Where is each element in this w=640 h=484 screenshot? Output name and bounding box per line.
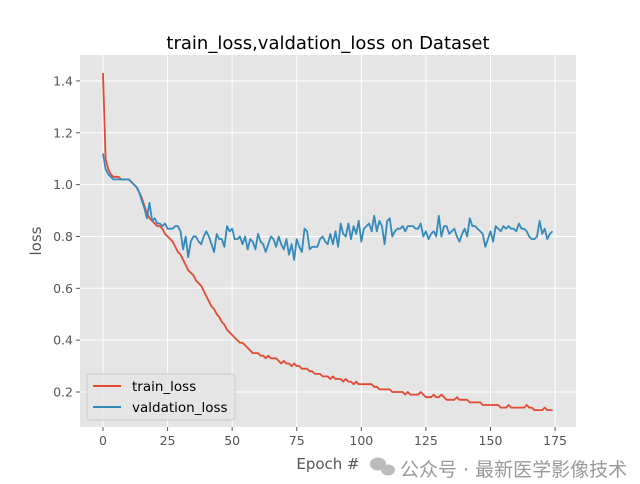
- y-ticks: 0.2 0.4 0.6 0.8 1.0 1.2 1.4: [53, 73, 80, 400]
- x-tick-label: 150: [479, 433, 503, 448]
- y-tick-label: 1.4: [53, 73, 73, 88]
- y-tick-label: 1.0: [53, 177, 73, 192]
- x-tick-label: 175: [543, 433, 567, 448]
- x-ticks: 0 25 50 75 100 125 150 175: [99, 427, 567, 448]
- x-tick-label: 100: [349, 433, 373, 448]
- x-tick-label: 0: [99, 433, 107, 448]
- chart-title: train_loss,valdation_loss on Dataset: [166, 33, 489, 54]
- y-tick-label: 0.4: [53, 333, 73, 348]
- legend-box: [86, 373, 236, 421]
- x-tick-label: 125: [414, 433, 438, 448]
- x-tick-label: 25: [160, 433, 176, 448]
- legend-label-validation-loss: valdation_loss: [132, 400, 228, 416]
- series-lines: [102, 73, 554, 412]
- y-tick-label: 0.2: [53, 385, 73, 400]
- y-tick-label: 0.6: [53, 281, 73, 296]
- legend: train_loss valdation_loss: [86, 373, 236, 421]
- y-tick-label: 1.2: [53, 125, 73, 140]
- x-axis-label: Epoch #: [296, 455, 359, 473]
- watermark: 公众号 · 最新医学影像技术: [400, 459, 627, 480]
- wechat-icon: [370, 457, 395, 476]
- legend-label-train-loss: train_loss: [132, 379, 196, 395]
- series-line-train-loss: [102, 73, 553, 412]
- x-tick-label: 50: [224, 433, 240, 448]
- series-line-valdation-loss: [102, 153, 554, 261]
- x-tick-label: 75: [289, 433, 305, 448]
- y-tick-label: 0.8: [53, 229, 73, 244]
- y-axis-label: loss: [27, 226, 45, 255]
